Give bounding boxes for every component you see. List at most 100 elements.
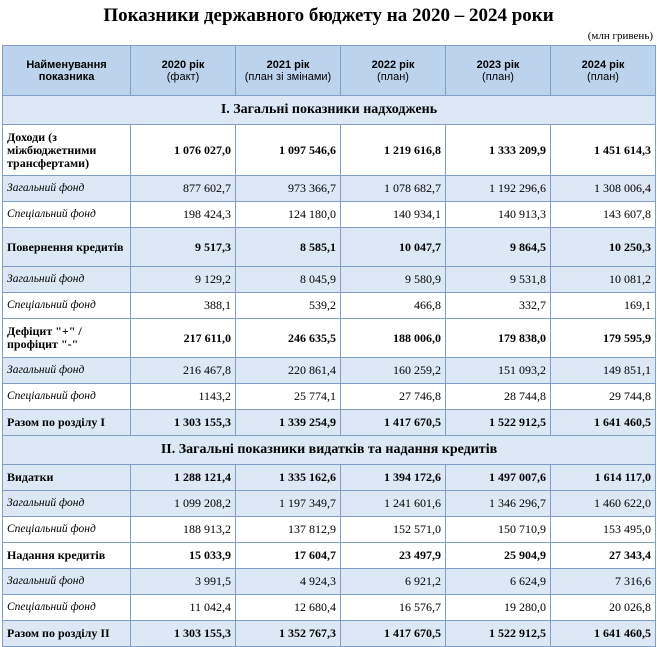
- value-cell: 1 614 117,0: [550, 464, 656, 491]
- value-cell: 9 129,2: [130, 266, 236, 293]
- value-cell: 169,1: [550, 292, 656, 319]
- row-label: Спеціальний фонд: [2, 201, 131, 228]
- header-year: 2024 рік: [581, 58, 625, 71]
- section-title: II. Загальні показники видатків та надан…: [2, 435, 656, 465]
- header-col-2023: 2023 рік (план): [445, 45, 551, 96]
- table-row: Спеціальний фонд 198 424,3 124 180,0 140 93…: [2, 201, 656, 228]
- table-row: Спеціальний фонд 11 042,4 12 680,4 16 576,7…: [2, 594, 656, 621]
- value-cell: 150 710,9: [445, 516, 551, 543]
- row-label: Спеціальний фонд: [2, 383, 131, 410]
- header-year: 2021 рік: [266, 58, 310, 71]
- value-cell: 19 280,0: [445, 594, 551, 621]
- value-cell: 152 571,0: [340, 516, 446, 543]
- value-cell: 1 335 162,6: [235, 464, 341, 491]
- value-cell: 877 602,7: [130, 175, 236, 202]
- value-cell: 1 522 912,5: [445, 409, 551, 436]
- row-label: Разом по розділу I: [2, 409, 131, 436]
- value-cell: 1 303 155,3: [130, 620, 236, 647]
- value-cell: 8 585,1: [235, 227, 341, 267]
- value-cell: 1143,2: [130, 383, 236, 410]
- header-col-2020: 2020 рік (факт): [130, 45, 236, 96]
- value-cell: 11 042,4: [130, 594, 236, 621]
- table-row: Разом по розділу II 1 303 155,3 1 352 767,…: [2, 620, 656, 647]
- section-title: I. Загальні показники надходжень: [2, 95, 656, 125]
- value-cell: 3 991,5: [130, 568, 236, 595]
- value-cell: 8 045,9: [235, 266, 341, 293]
- value-cell: 1 078 682,7: [340, 175, 446, 202]
- value-cell: 1 451 614,3: [550, 124, 656, 176]
- value-cell: 973 366,7: [235, 175, 341, 202]
- value-cell: 6 921,2: [340, 568, 446, 595]
- value-cell: 10 250,3: [550, 227, 656, 267]
- value-cell: 140 913,3: [445, 201, 551, 228]
- value-cell: 6 624,9: [445, 568, 551, 595]
- table-row: Загальний фонд 9 129,2 8 045,9 9 580,9 9 531…: [2, 266, 656, 293]
- table-row: Повернення кредитів 9 517,3 8 585,1 10 047,…: [2, 227, 656, 267]
- value-cell: 1 497 007,6: [445, 464, 551, 491]
- row-label: Спеціальний фонд: [2, 292, 131, 319]
- table-row: Загальний фонд 3 991,5 4 924,3 6 921,2 6 624…: [2, 568, 656, 595]
- header-note: (план): [482, 70, 514, 83]
- value-cell: 1 197 349,7: [235, 490, 341, 517]
- value-cell: 1 288 121,4: [130, 464, 236, 491]
- header-note: (факт): [166, 70, 200, 83]
- value-cell: 179 838,0: [445, 318, 551, 358]
- value-cell: 27 746,8: [340, 383, 446, 410]
- table-row: Спеціальний фонд 388,1 539,2 466,8 332,7 169,…: [2, 292, 656, 319]
- value-cell: 220 861,4: [235, 357, 341, 384]
- table-row: Загальний фонд 216 467,8 220 861,4 160 259,…: [2, 357, 656, 384]
- value-cell: 246 635,5: [235, 318, 341, 358]
- header-row: Найменування показника 2020 рік (факт) 20…: [2, 45, 656, 96]
- value-cell: 23 497,9: [340, 542, 446, 569]
- value-cell: 137 812,9: [235, 516, 341, 543]
- value-cell: 15 033,9: [130, 542, 236, 569]
- value-cell: 1 192 296,6: [445, 175, 551, 202]
- value-cell: 16 576,7: [340, 594, 446, 621]
- value-cell: 188 913,2: [130, 516, 236, 543]
- value-cell: 9 864,5: [445, 227, 551, 267]
- table-row: Спеціальний фонд 1143,2 25 774,1 27 746,8 28…: [2, 383, 656, 410]
- value-cell: 1 522 912,5: [445, 620, 551, 647]
- header-col-2022: 2022 рік (план): [340, 45, 446, 96]
- row-label: Спеціальний фонд: [2, 516, 131, 543]
- value-cell: 28 744,8: [445, 383, 551, 410]
- value-cell: 216 467,8: [130, 357, 236, 384]
- value-cell: 160 259,2: [340, 357, 446, 384]
- value-cell: 9 531,8: [445, 266, 551, 293]
- row-label: Разом по розділу II: [2, 620, 131, 647]
- value-cell: 1 641 460,5: [550, 620, 656, 647]
- table-row: Загальний фонд 877 602,7 973 366,7 1 078 68…: [2, 175, 656, 202]
- value-cell: 198 424,3: [130, 201, 236, 228]
- value-cell: 153 495,0: [550, 516, 656, 543]
- value-cell: 1 303 155,3: [130, 409, 236, 436]
- table-row: Доходи (з міжбюджетними трансфертами) 1 0…: [2, 124, 656, 176]
- header-year: 2020 рік: [161, 58, 205, 71]
- value-cell: 1 460 622,0: [550, 490, 656, 517]
- value-cell: 1 308 006,4: [550, 175, 656, 202]
- value-cell: 140 934,1: [340, 201, 446, 228]
- header-name: Найменування показника: [2, 45, 131, 96]
- value-cell: 1 339 254,9: [235, 409, 341, 436]
- budget-table: Найменування показника 2020 рік (факт) 20…: [2, 45, 656, 647]
- header-note: (план зі змінами): [244, 70, 332, 83]
- value-cell: 4 924,3: [235, 568, 341, 595]
- value-cell: 151 093,2: [445, 357, 551, 384]
- value-cell: 143 607,8: [550, 201, 656, 228]
- value-cell: 1 417 670,5: [340, 409, 446, 436]
- value-cell: 20 026,8: [550, 594, 656, 621]
- value-cell: 1 417 670,5: [340, 620, 446, 647]
- value-cell: 124 180,0: [235, 201, 341, 228]
- row-label: Спеціальний фонд: [2, 594, 131, 621]
- value-cell: 25 774,1: [235, 383, 341, 410]
- value-cell: 9 580,9: [340, 266, 446, 293]
- header-col-2021: 2021 рік (план зі змінами): [235, 45, 341, 96]
- value-cell: 388,1: [130, 292, 236, 319]
- value-cell: 179 595,9: [550, 318, 656, 358]
- row-label: Загальний фонд: [2, 266, 131, 293]
- row-label: Загальний фонд: [2, 357, 131, 384]
- value-cell: 1 394 172,6: [340, 464, 446, 491]
- value-cell: 10 047,7: [340, 227, 446, 267]
- value-cell: 188 006,0: [340, 318, 446, 358]
- value-cell: 29 744,8: [550, 383, 656, 410]
